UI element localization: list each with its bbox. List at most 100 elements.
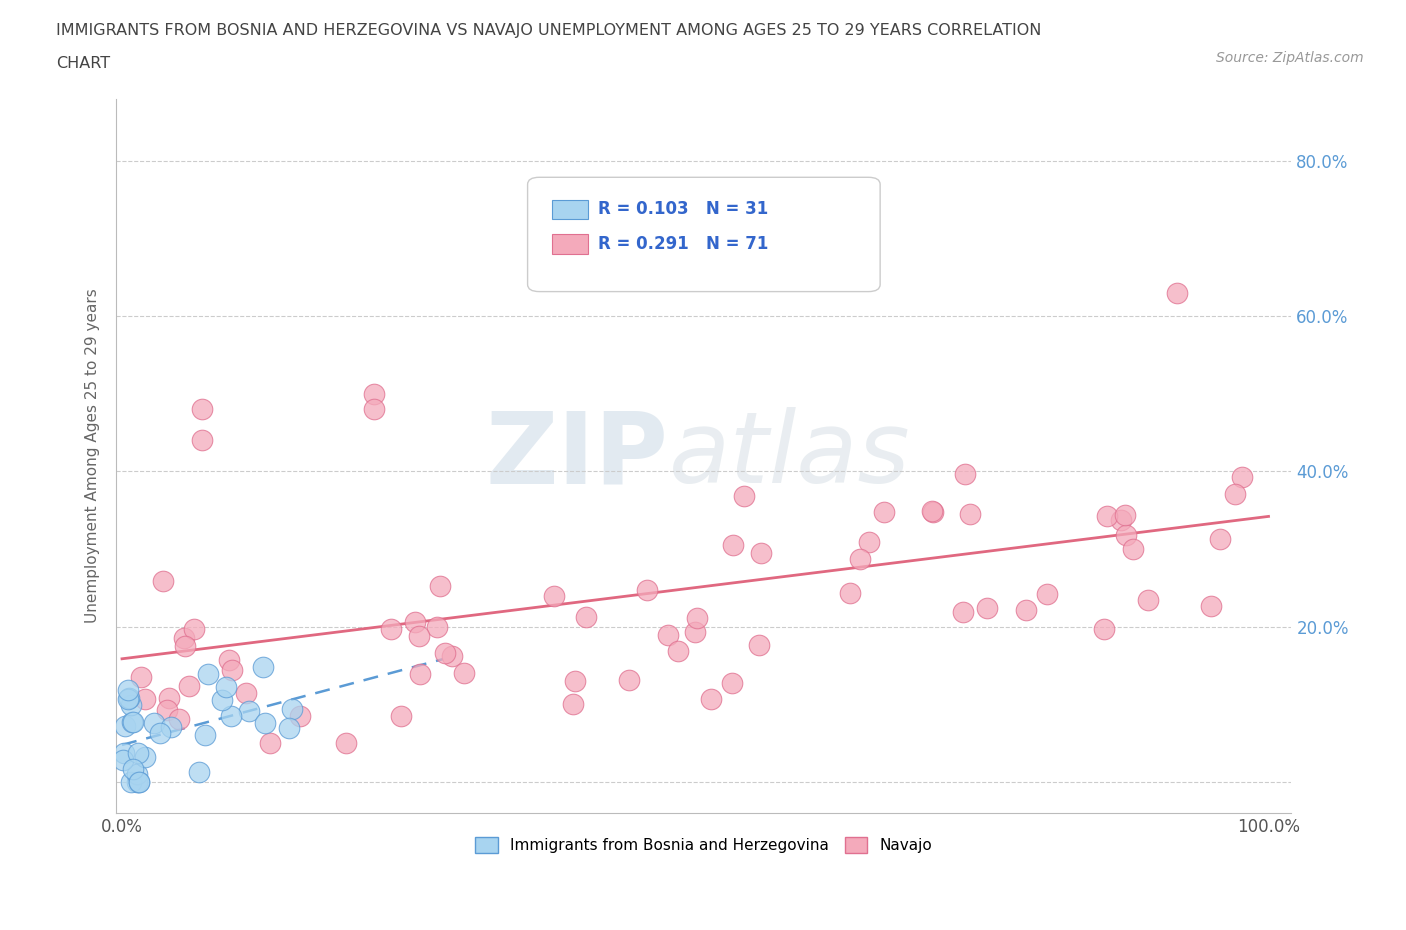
Text: Source: ZipAtlas.com: Source: ZipAtlas.com (1216, 51, 1364, 65)
Point (921, 503, 943, 518)
Text: R = 0.291   N = 71: R = 0.291 N = 71 (598, 234, 769, 253)
Point (976, 601, 998, 616)
Point (429, 578, 451, 593)
Point (363, 402, 385, 417)
Point (839, 586, 862, 601)
Point (160, 719, 183, 734)
Text: CHART: CHART (56, 56, 110, 71)
Point (111, 753, 134, 768)
Point (122, 715, 145, 730)
Point (120, 775, 142, 790)
Point (959, 507, 981, 522)
Point (112, 745, 135, 760)
Point (636, 582, 658, 597)
Point (183, 621, 205, 636)
Point (668, 643, 690, 658)
Point (117, 683, 139, 698)
Point (134, 692, 156, 707)
Point (1230, 470, 1253, 485)
FancyBboxPatch shape (553, 200, 588, 219)
Point (404, 615, 426, 630)
Point (873, 505, 896, 520)
Point (125, 766, 148, 781)
Point (1209, 532, 1232, 547)
Point (143, 716, 166, 731)
Point (849, 551, 872, 566)
Point (657, 628, 679, 643)
Point (408, 629, 430, 644)
Point (121, 762, 143, 777)
Point (187, 764, 209, 779)
Point (134, 750, 156, 764)
Y-axis label: Unemployment Among Ages 25 to 29 years: Unemployment Among Ages 25 to 29 years (86, 288, 100, 623)
Point (125, 775, 148, 790)
Point (120, 698, 142, 712)
Point (173, 631, 195, 645)
Point (1109, 512, 1132, 527)
Text: ZIP: ZIP (485, 407, 669, 504)
Point (259, 736, 281, 751)
Legend: Immigrants from Bosnia and Herzegovina, Navajo: Immigrants from Bosnia and Herzegovina, … (470, 830, 939, 859)
Point (952, 604, 974, 619)
Point (235, 685, 257, 700)
Point (253, 715, 276, 730)
Point (252, 659, 274, 674)
Text: atlas: atlas (669, 407, 910, 504)
Point (218, 652, 240, 667)
Point (1199, 598, 1222, 613)
Point (1115, 527, 1137, 542)
Point (575, 610, 598, 625)
Point (194, 727, 217, 742)
Point (564, 673, 586, 688)
Point (434, 645, 457, 660)
Point (1114, 507, 1136, 522)
Point (380, 622, 402, 637)
Point (177, 679, 200, 694)
Point (1097, 509, 1119, 524)
Point (562, 696, 585, 711)
Point (129, 670, 152, 684)
Point (389, 709, 412, 724)
Point (1035, 586, 1057, 601)
Point (191, 402, 214, 417)
Point (440, 648, 463, 663)
Point (650, 231, 672, 246)
Point (114, 719, 136, 734)
Point (409, 667, 432, 682)
FancyBboxPatch shape (527, 178, 880, 292)
Point (197, 667, 219, 682)
Point (1015, 603, 1038, 618)
Text: IMMIGRANTS FROM BOSNIA AND HERZEGOVINA VS NAVAJO UNEMPLOYMENT AMONG AGES 25 TO 2: IMMIGRANTS FROM BOSNIA AND HERZEGOVINA V… (56, 23, 1042, 38)
Point (121, 715, 143, 730)
Point (215, 680, 238, 695)
Point (118, 691, 141, 706)
Point (127, 746, 149, 761)
Point (277, 721, 299, 736)
Point (748, 638, 770, 653)
Point (921, 504, 943, 519)
Point (426, 619, 449, 634)
Point (128, 775, 150, 790)
Point (1092, 622, 1115, 637)
Point (617, 672, 640, 687)
Point (167, 712, 190, 727)
Point (174, 639, 197, 654)
Point (363, 386, 385, 401)
Point (219, 709, 242, 724)
Point (733, 488, 755, 503)
Point (1137, 593, 1160, 608)
Point (117, 692, 139, 707)
Point (700, 691, 723, 706)
Point (749, 546, 772, 561)
Point (543, 589, 565, 604)
Point (1166, 286, 1188, 300)
Point (1122, 541, 1144, 556)
Point (721, 675, 744, 690)
Point (683, 625, 706, 640)
Point (335, 736, 357, 751)
Point (723, 538, 745, 552)
Point (211, 692, 233, 707)
FancyBboxPatch shape (553, 234, 588, 254)
Point (191, 433, 214, 448)
Point (288, 708, 311, 723)
